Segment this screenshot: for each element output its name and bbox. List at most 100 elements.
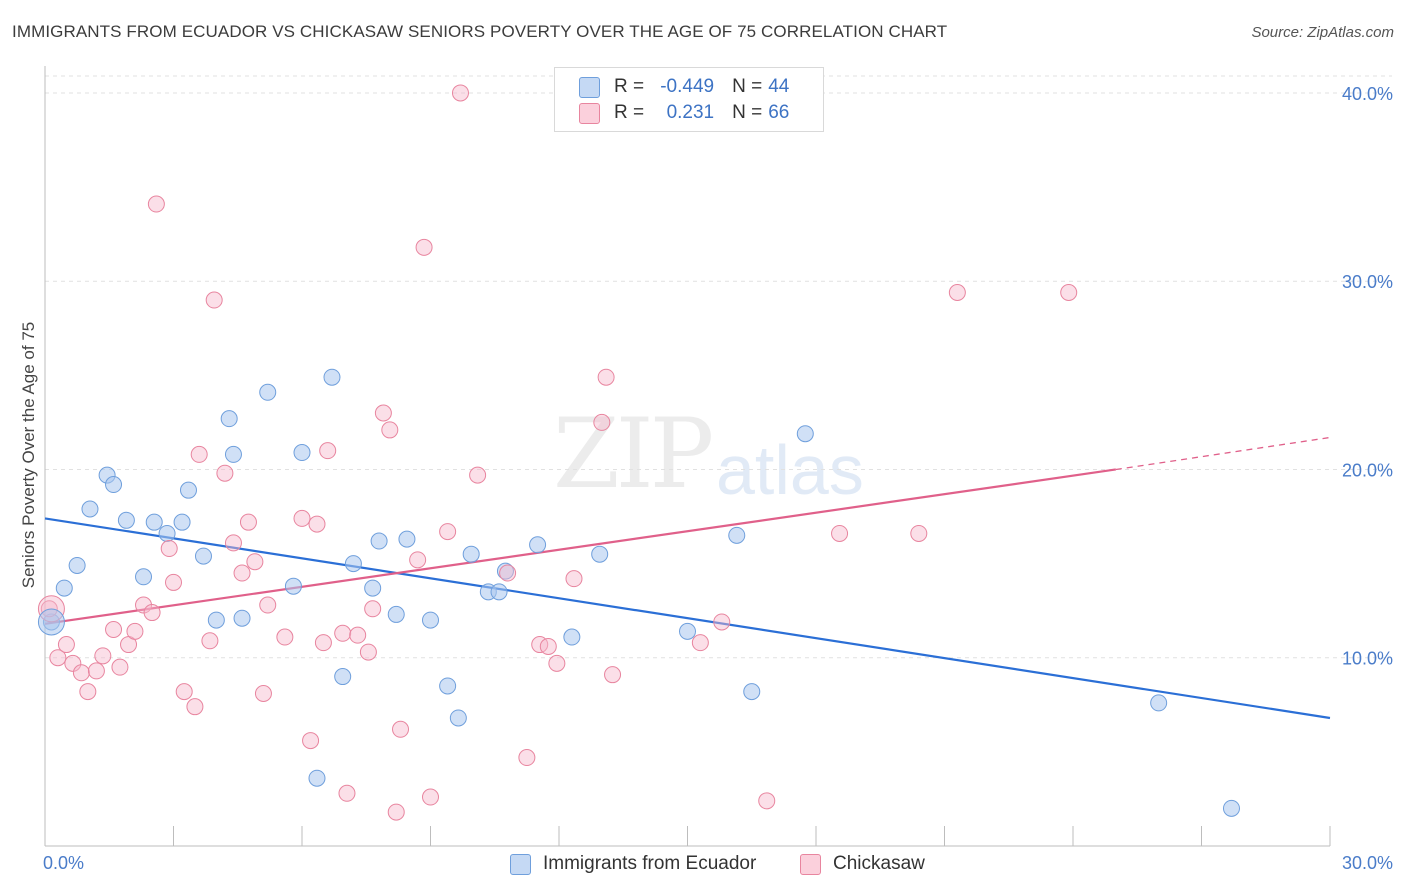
x-tick-label: 30.0% bbox=[1342, 853, 1393, 873]
point-chickasaw bbox=[364, 600, 382, 618]
point-chickasaw bbox=[469, 466, 487, 484]
point-chickasaw bbox=[319, 442, 337, 460]
point-ecuador bbox=[1150, 694, 1168, 712]
legend-r-value: -0.449 bbox=[660, 76, 715, 97]
point-chickasaw bbox=[910, 524, 928, 542]
point-chickasaw bbox=[72, 664, 90, 682]
point-chickasaw bbox=[387, 803, 405, 821]
axes bbox=[44, 66, 1331, 847]
point-ecuador bbox=[135, 568, 153, 586]
tick-labels: 10.0% 20.0% 30.0% 40.0% 0.0% 30.0% bbox=[43, 84, 1393, 873]
point-chickasaw bbox=[143, 604, 161, 622]
trend-line-chickasaw bbox=[44, 468, 1116, 625]
point-chickasaw bbox=[254, 685, 272, 703]
point-ecuador bbox=[449, 709, 467, 727]
bottom-legend-swatch-chickasaw bbox=[800, 853, 821, 875]
point-ecuador bbox=[207, 611, 225, 629]
point-ecuador bbox=[370, 532, 388, 550]
point-ecuador bbox=[490, 583, 508, 601]
point-ecuador bbox=[796, 425, 814, 443]
bottom-legend-swatch-ecuador bbox=[510, 853, 531, 875]
point-chickasaw bbox=[758, 792, 776, 810]
point-chickasaw bbox=[392, 720, 410, 738]
point-ecuador bbox=[422, 611, 439, 629]
point-chickasaw bbox=[165, 573, 182, 591]
point-chickasaw bbox=[246, 553, 264, 571]
point-ecuador bbox=[224, 445, 242, 463]
point-chickasaw bbox=[57, 636, 75, 654]
point-ecuador bbox=[284, 577, 302, 595]
point-chickasaw bbox=[539, 637, 557, 655]
point-ecuador bbox=[728, 526, 746, 544]
y-tick-label: 30.0% bbox=[1342, 272, 1393, 292]
point-chickasaw bbox=[79, 683, 97, 701]
legend-row-chickasaw: R = 0.231 N = 66 bbox=[579, 101, 789, 125]
point-ecuador bbox=[81, 500, 99, 518]
legend-r-label: R = bbox=[614, 76, 645, 97]
y-axis-title: Seniors Poverty Over the Age of 75 bbox=[19, 322, 38, 588]
point-ecuador bbox=[387, 605, 405, 623]
point-chickasaw bbox=[205, 291, 223, 309]
bottom-legend-chickasaw: Chickasaw bbox=[800, 851, 925, 877]
y-tick-label: 20.0% bbox=[1342, 460, 1393, 480]
point-chickasaw bbox=[374, 404, 392, 422]
data-points bbox=[37, 84, 1240, 821]
point-chickasaw bbox=[548, 654, 566, 672]
y-tick-label: 10.0% bbox=[1342, 649, 1393, 669]
point-ecuador bbox=[220, 410, 238, 428]
point-chickasaw bbox=[160, 540, 178, 558]
point-chickasaw bbox=[713, 613, 731, 631]
point-chickasaw bbox=[259, 596, 277, 614]
bottom-legend-ecuador: Immigrants from Ecuador bbox=[510, 851, 756, 877]
point-chickasaw bbox=[422, 788, 439, 806]
point-chickasaw bbox=[224, 534, 242, 552]
point-chickasaw bbox=[126, 622, 144, 640]
point-ecuador bbox=[563, 628, 581, 646]
point-chickasaw bbox=[831, 524, 849, 542]
point-chickasaw bbox=[233, 564, 251, 582]
point-chickasaw bbox=[604, 666, 622, 684]
point-chickasaw bbox=[565, 570, 583, 588]
legend-r-value: 0.231 bbox=[666, 102, 715, 123]
chart-title: IMMIGRANTS FROM ECUADOR VS CHICKASAW SEN… bbox=[12, 22, 948, 41]
point-ecuador bbox=[55, 579, 73, 597]
point-chickasaw bbox=[175, 683, 193, 701]
bottom-legend-label-chickasaw: Chickasaw bbox=[833, 853, 925, 874]
source-label: Source: ZipAtlas.com bbox=[1251, 24, 1394, 41]
point-ecuador bbox=[323, 368, 341, 386]
point-chickasaw bbox=[293, 509, 311, 527]
point-ecuador bbox=[344, 555, 362, 573]
point-chickasaw bbox=[87, 662, 105, 680]
point-chickasaw bbox=[201, 632, 219, 650]
point-ecuador bbox=[293, 444, 311, 462]
point-ecuador bbox=[105, 476, 123, 494]
point-chickasaw bbox=[190, 445, 208, 463]
point-chickasaw bbox=[349, 626, 367, 644]
point-ecuador bbox=[308, 769, 326, 787]
legend-row-ecuador: R = -0.449 N = 44 bbox=[579, 75, 789, 99]
point-chickasaw bbox=[948, 284, 966, 302]
trend-line-chickasaw-extension bbox=[1115, 436, 1331, 471]
point-chickasaw bbox=[1060, 284, 1078, 302]
point-chickasaw bbox=[276, 628, 294, 646]
point-ecuador bbox=[591, 545, 609, 563]
point-chickasaw bbox=[308, 515, 326, 533]
legend-swatch-chickasaw bbox=[579, 102, 600, 124]
point-ecuador bbox=[364, 579, 382, 597]
point-chickasaw bbox=[691, 634, 709, 652]
point-chickasaw bbox=[147, 195, 165, 213]
point-chickasaw bbox=[415, 238, 433, 256]
point-chickasaw bbox=[302, 732, 320, 750]
point-ecuador bbox=[259, 383, 277, 401]
legend-n-value: 44 bbox=[768, 76, 790, 97]
point-ecuador bbox=[334, 668, 352, 686]
point-chickasaw bbox=[499, 564, 517, 582]
point-chickasaw bbox=[593, 413, 611, 431]
point-chickasaw bbox=[531, 636, 549, 654]
point-ecuador bbox=[158, 524, 176, 542]
point-chickasaw bbox=[334, 624, 352, 642]
point-ecuador bbox=[439, 677, 457, 695]
point-ecuador bbox=[679, 622, 696, 640]
point-chickasaw bbox=[359, 643, 377, 661]
point-ecuador bbox=[68, 556, 86, 574]
